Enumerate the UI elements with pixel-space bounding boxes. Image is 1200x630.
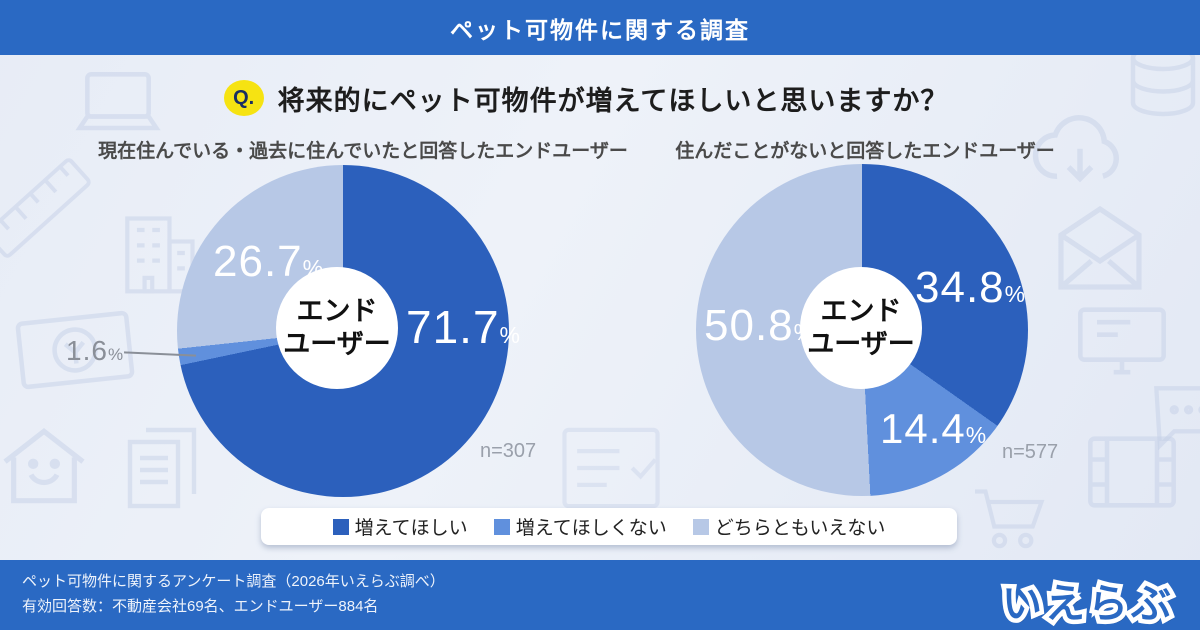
slice-value-left-disagree: 1.6% xyxy=(66,335,124,366)
film-icon xyxy=(1088,436,1176,508)
banknote-icon xyxy=(15,310,135,390)
cloud-download-icon xyxy=(1032,115,1119,183)
legend-item-disagree: 増えてほしくない xyxy=(493,513,667,540)
monitor-icon xyxy=(1078,307,1166,375)
pie-center-label-right: エンド ユーザー xyxy=(800,267,922,389)
legend-swatch-disagree xyxy=(493,518,510,535)
left-chart-title: 現在住んでいる・過去に住んでいたと回答したエンドユーザー xyxy=(98,141,628,162)
right-chart-title: 住んだことがないと回答したエンドユーザー xyxy=(675,141,1055,162)
documents-icon xyxy=(127,427,197,509)
question-row: Q. 将来的にペット可物件が増えてほしいと思いますか？ xyxy=(0,76,1186,120)
ielove-logo: いえらぶ いえらぶ xyxy=(998,578,1176,630)
page-title: ペット可物件に関する調査 xyxy=(450,16,750,43)
legend-item-agree: 増えてほしい xyxy=(332,513,468,540)
envelope-open-icon xyxy=(1058,205,1142,290)
laptop-icon xyxy=(75,72,161,131)
sample-size-right: n=577 xyxy=(1002,441,1059,463)
slice-value-right-agree: 34.8% xyxy=(915,263,1026,312)
slice-value-right-disagree: 14.4% xyxy=(880,405,987,452)
slice-value-left-neutral: 26.7% xyxy=(213,237,324,286)
survey-source-line2: 有効回答数：不動産会社69名、エンドユーザー884名 xyxy=(22,598,379,615)
clipboard-icon xyxy=(562,427,660,509)
house-smile-icon xyxy=(3,428,85,504)
survey-source-line1: ペット可物件に関するアンケート調査（2026年いえらぶ調べ） xyxy=(22,573,445,590)
legend-swatch-agree xyxy=(332,518,349,535)
sample-size-left: n=307 xyxy=(480,440,537,462)
ruler-icon xyxy=(0,158,91,258)
footer-bar: ペット可物件に関するアンケート調査（2026年いえらぶ調べ） 有効回答数：不動産… xyxy=(0,560,1200,630)
survey-source: ペット可物件に関するアンケート調査（2026年いえらぶ調べ） 有効回答数：不動産… xyxy=(22,569,445,619)
header-bar: ペット可物件に関する調査 xyxy=(0,0,1200,55)
pie-center-label-left: エンド ユーザー xyxy=(276,267,398,389)
legend: 増えてほしい 増えてほしくない どちらともいえない xyxy=(261,508,957,545)
legend-swatch-neutral xyxy=(692,518,709,535)
legend-item-neutral: どちらともいえない xyxy=(692,513,885,540)
slice-value-right-neutral: 50.8% xyxy=(704,301,815,350)
chat-bubble-icon xyxy=(1154,386,1200,451)
cart-icon xyxy=(975,489,1045,549)
question-badge: Q. xyxy=(223,80,264,116)
slice-value-left-agree: 71.7% xyxy=(406,301,520,353)
question-text: 将来的にペット可物件が増えてほしいと思いますか？ xyxy=(277,85,949,116)
